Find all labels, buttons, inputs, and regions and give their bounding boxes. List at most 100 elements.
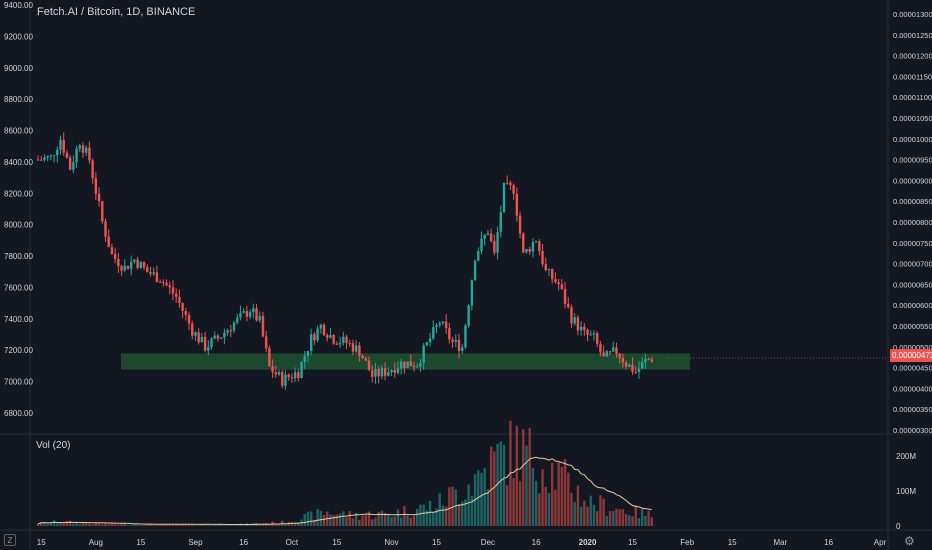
volume-bar [203,524,207,526]
left-axis-tick: 7600.00 [4,283,33,292]
volume-bar [477,470,480,526]
candle-body [207,347,210,351]
candle-body [515,193,519,216]
volume-bar [261,523,265,526]
left-axis-tick: 8400.00 [4,158,33,167]
volume-bar [133,524,136,526]
candle-body [512,185,515,194]
right-axis-tick: 0.00000550 [893,322,932,331]
candle-body [101,201,104,222]
candle-body [650,359,654,362]
volume-bar [319,510,323,526]
time-axis-tick: 16 [239,538,248,547]
candle-body [149,272,152,275]
candle-body [534,241,538,243]
volume-axis-tick: 200M [896,452,916,461]
volume-bar [624,514,628,526]
candle-body [184,310,188,315]
right-axis-tick: 0.00001250 [893,31,932,40]
time-axis-tick: 15 [332,538,341,547]
candle-body [358,345,361,356]
volume-bar [313,519,316,526]
volume-bar [338,513,342,526]
candle-body [110,247,114,255]
volume-bar [126,525,130,526]
volume-bar [563,459,567,526]
candle-body [371,370,374,377]
volume-bar [335,514,339,526]
candle-body [592,333,596,335]
volume-bar [191,523,194,526]
candle-body [403,361,406,369]
right-axis-tick: 0.00000900 [893,176,932,185]
volume-bar [592,504,596,526]
time-axis-tick: 15 [37,538,46,547]
candle-body [579,326,583,331]
volume-indicator-label[interactable]: Vol (20) [36,440,71,451]
right-price-axis[interactable]: 0.00001300 0.00001250 0.00001200 0.00001150… [893,10,932,435]
candle-body [599,343,602,353]
left-axis-tick: 7800.00 [4,252,33,261]
candle-body [178,296,181,303]
volume-bar [358,519,361,526]
left-axis-tick: 8600.00 [4,127,33,136]
volume-bar [461,501,464,526]
volume-bar [104,523,107,526]
volume-bar [499,441,502,526]
gear-icon[interactable]: ⚙ [904,534,915,548]
right-axis-tick: 0.00000600 [893,301,932,310]
volume-bar [567,472,570,526]
volume-bar [329,514,332,526]
volume-bar [554,489,557,526]
volume-bar [248,524,252,526]
candle-body [499,212,502,233]
candle-body [36,159,40,161]
volume-bar [120,523,123,526]
right-axis-tick: 0.00001300 [893,10,932,19]
right-axis-tick: 0.00001000 [893,135,932,144]
candle-body [538,241,541,252]
volume-bar [444,506,448,526]
left-axis-tick: 9400.00 [4,1,33,10]
volume-bar [544,486,547,526]
volume-bar [351,518,355,526]
candle-body [75,148,78,163]
volume-bar [483,468,486,526]
candle-body [522,233,525,253]
candle-body [528,249,531,252]
volume-bar [457,504,461,526]
candle-body [181,302,184,311]
candle-body [72,162,75,170]
time-axis-tick: 15 [728,538,737,547]
candle-body [637,368,641,373]
right-axis-tick: 0.00000500 [893,343,932,352]
candle-body [506,182,509,184]
candle-body [174,293,178,297]
volume-bar [637,517,641,526]
time-axis[interactable]: 15 Aug 15 Sep 16 Oct 15 Nov 15 Dec 16 2020 15 Feb 15 Ma… [37,538,887,547]
support-zone-rect [121,353,690,370]
volume-bar [557,462,560,526]
volume-bar [123,523,126,526]
candle-body [335,343,339,345]
time-axis-tick: Feb [680,538,694,547]
volume-bar [85,523,88,526]
volume-bar [608,510,612,526]
z-logo-icon[interactable]: Z [4,534,16,546]
candle-body [477,251,480,261]
volume-bar [290,521,294,526]
time-axis-tick: Apr [874,538,887,547]
candle-body [502,182,506,213]
candle-body [454,339,457,342]
candle-body [223,332,226,338]
candle-body [621,357,625,363]
time-axis-tick: 15 [628,538,637,547]
volume-bar [448,487,451,526]
volume-bar [518,481,522,526]
time-axis-tick: Dec [481,538,495,547]
volume-bar [62,523,65,526]
volume-bar [383,512,387,526]
left-axis-tick: 8200.00 [4,189,33,198]
candle-body [377,369,380,377]
